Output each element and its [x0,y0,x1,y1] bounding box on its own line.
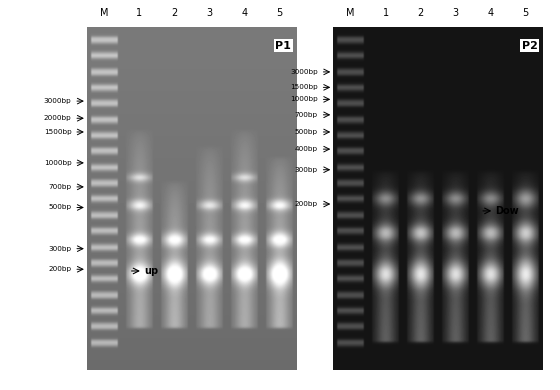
Text: 5: 5 [522,9,529,18]
Text: 5: 5 [276,9,282,18]
Text: 4: 4 [241,9,248,18]
Text: 700bp: 700bp [48,184,71,190]
Text: 700bp: 700bp [295,112,318,118]
Text: 2: 2 [418,9,424,18]
Text: 1: 1 [136,9,142,18]
Text: P1: P1 [276,41,291,51]
Text: up: up [144,266,158,276]
Text: 200bp: 200bp [48,266,71,272]
Text: 500bp: 500bp [295,129,318,135]
Text: 1: 1 [382,9,389,18]
Text: 1000bp: 1000bp [44,160,71,166]
Text: 400bp: 400bp [295,146,318,152]
Text: 500bp: 500bp [48,204,71,211]
Text: 1500bp: 1500bp [44,129,71,135]
Text: 3: 3 [452,9,459,18]
Text: 2: 2 [171,9,178,18]
Text: 200bp: 200bp [295,201,318,207]
Text: M: M [347,9,355,18]
Text: 300bp: 300bp [48,246,71,252]
Text: P2: P2 [522,41,538,51]
Text: 3000bp: 3000bp [290,69,318,75]
Text: 3: 3 [206,9,212,18]
Text: 1000bp: 1000bp [290,96,318,102]
Text: Dow: Dow [496,206,519,216]
Text: 3000bp: 3000bp [44,98,71,104]
Text: M: M [100,9,109,18]
Text: 4: 4 [488,9,494,18]
Text: 1500bp: 1500bp [290,84,318,90]
Text: 2000bp: 2000bp [44,115,71,121]
Text: 300bp: 300bp [295,167,318,173]
